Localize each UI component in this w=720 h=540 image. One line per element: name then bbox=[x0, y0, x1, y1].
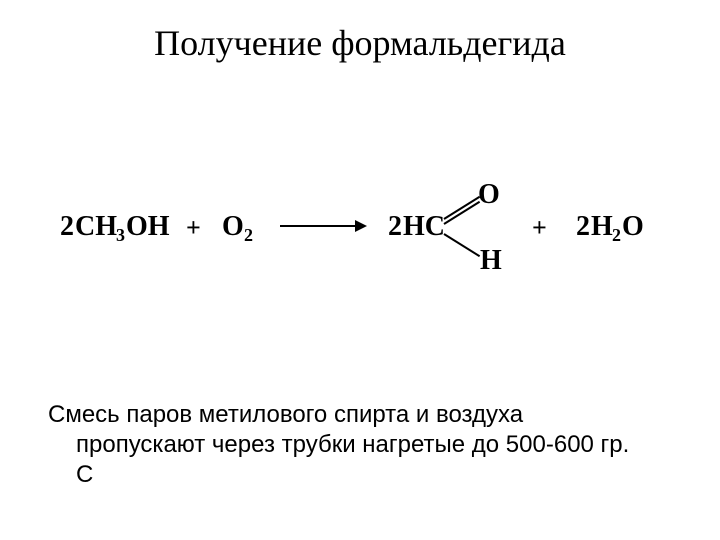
slide-title: Получение формальдегида bbox=[0, 0, 720, 64]
double-bond-lower bbox=[443, 201, 480, 225]
water-o: O bbox=[622, 211, 644, 243]
oxygen-o: O bbox=[222, 211, 244, 243]
plus-1: + bbox=[186, 213, 201, 243]
single-bond bbox=[443, 233, 480, 257]
methanol-oh: OH bbox=[126, 211, 170, 243]
reaction-arrow bbox=[280, 225, 365, 227]
body-line-2: пропускают через трубки нагретые до 500-… bbox=[48, 430, 672, 460]
body-line-3: С bbox=[48, 460, 672, 490]
water-sub2: 2 bbox=[612, 225, 621, 246]
methanol-sub3: 3 bbox=[116, 225, 125, 246]
methanol-ch: CH bbox=[75, 211, 117, 243]
coeff-2: 2 bbox=[388, 211, 402, 243]
body-paragraph: Смесь паров метилового спирта и воздуха … bbox=[48, 400, 672, 490]
coeff-1: 2 bbox=[60, 211, 74, 243]
coeff-3: 2 bbox=[576, 211, 590, 243]
body-line-1: Смесь паров метилового спирта и воздуха bbox=[48, 401, 523, 428]
oxygen-sub2: 2 bbox=[244, 225, 253, 246]
chemical-equation: 2 CH 3 OH + O 2 2 HC O H + 2 H 2 O bbox=[60, 155, 660, 315]
formaldehyde-h: H bbox=[480, 245, 502, 277]
water-h: H bbox=[591, 211, 613, 243]
formaldehyde-o: O bbox=[478, 179, 500, 211]
double-bond-upper bbox=[443, 196, 480, 220]
formaldehyde-hc: HC bbox=[403, 211, 445, 243]
plus-2: + bbox=[532, 213, 547, 243]
